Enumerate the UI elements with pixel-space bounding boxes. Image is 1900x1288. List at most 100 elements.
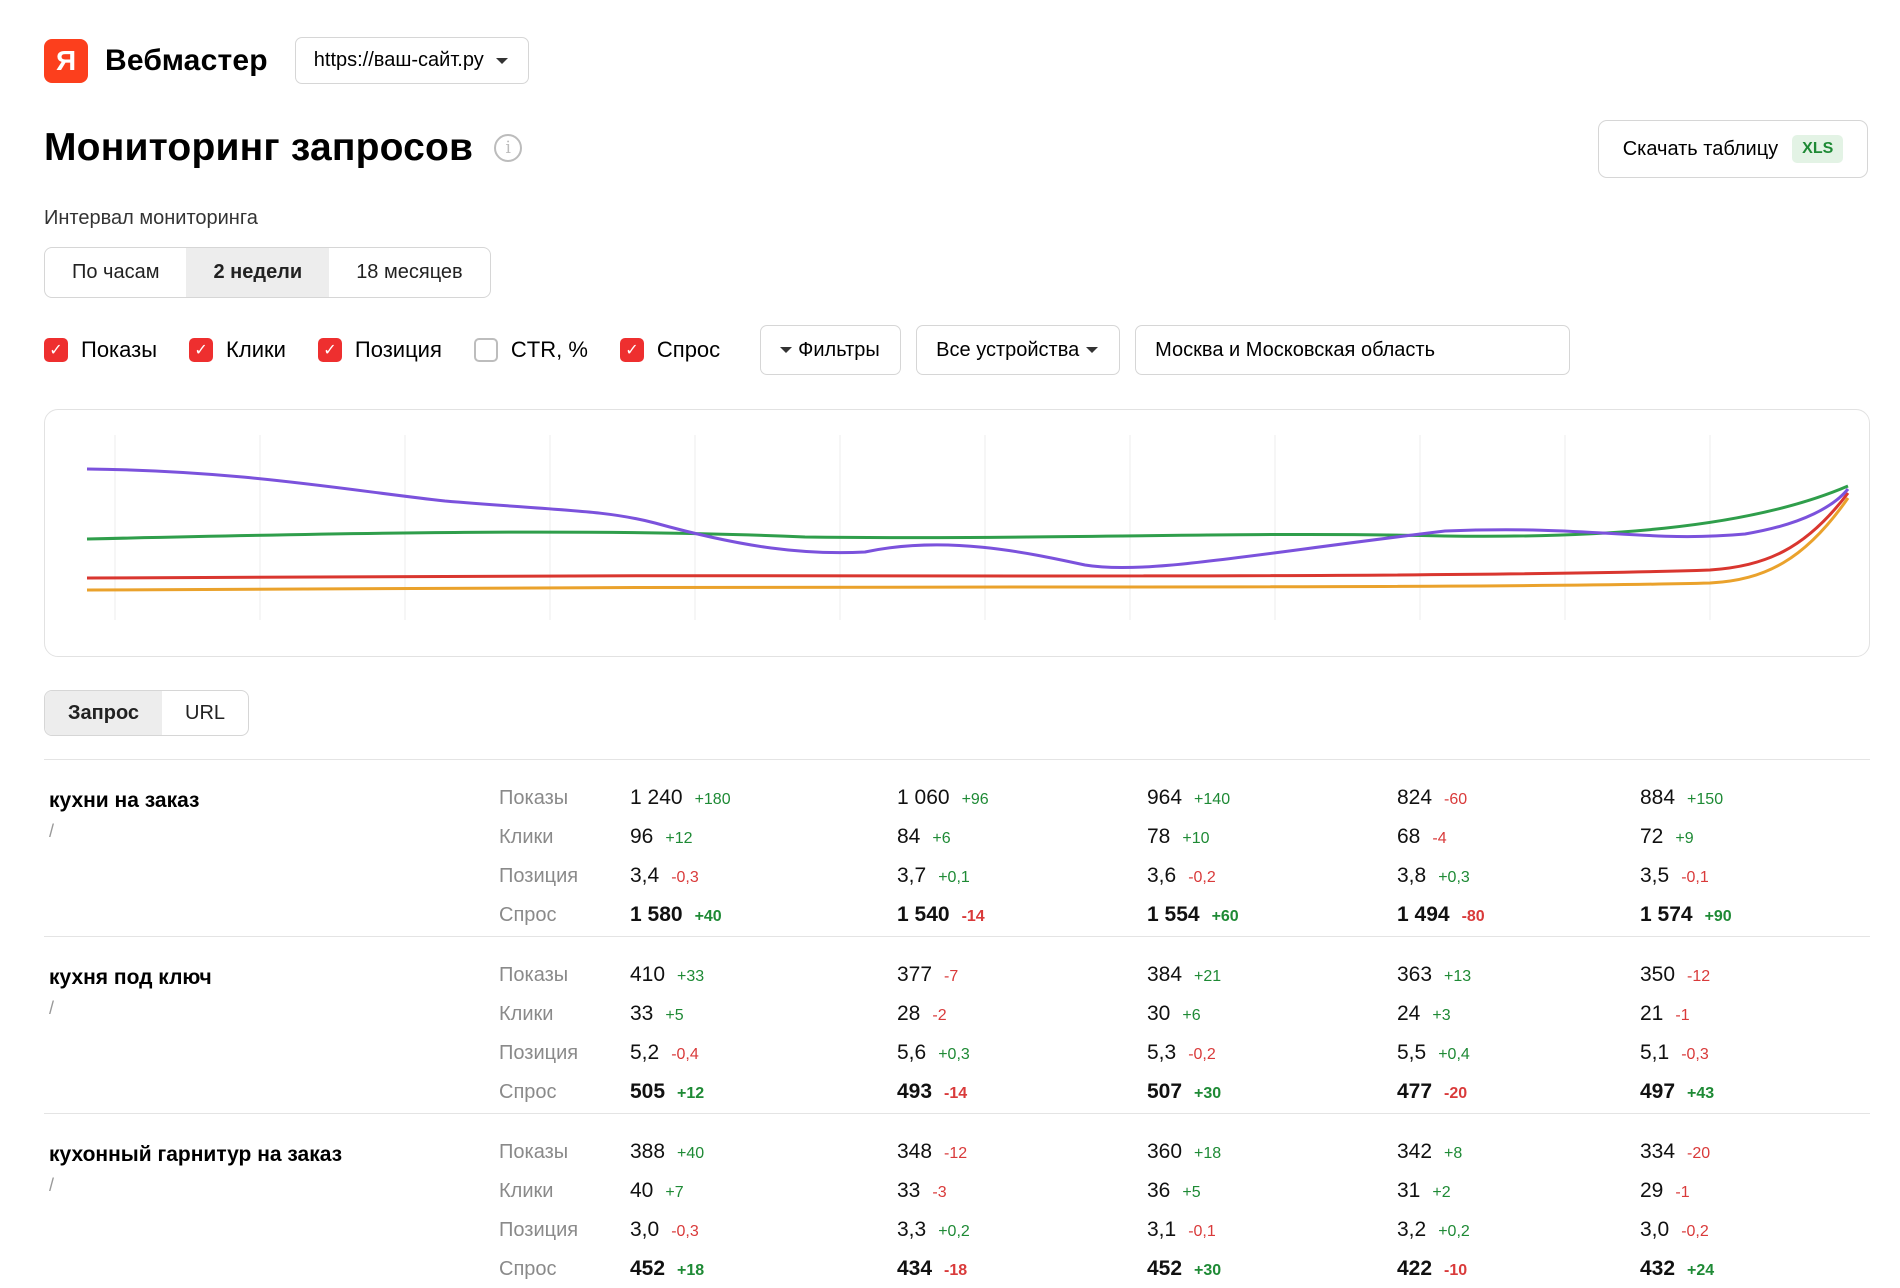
metric-label: Спрос	[499, 1081, 557, 1103]
metric-value: 964	[1147, 786, 1183, 809]
metric-value: 360	[1147, 1140, 1183, 1163]
toggle-demand[interactable]: ✓ Спрос	[619, 337, 720, 363]
metric-value: 5,5	[1397, 1041, 1427, 1064]
metric-value: 1 240	[630, 786, 683, 809]
metric-delta: -0,1	[1188, 1223, 1216, 1240]
metric-value: 363	[1397, 963, 1433, 986]
metric-value: 342	[1397, 1140, 1433, 1163]
toggle-ctr[interactable]: CTR, %	[473, 337, 588, 363]
metric-value: 497	[1640, 1080, 1676, 1103]
metric-delta: -1	[1675, 1007, 1690, 1024]
toggle-clicks[interactable]: ✓ Клики	[189, 337, 286, 363]
query-name[interactable]: кухонный гарнитур на заказ	[49, 1143, 343, 1166]
toggle-position[interactable]: ✓ Позиция	[317, 337, 442, 363]
chart-svg	[86, 435, 1850, 620]
download-label: Скачать таблицу	[1622, 137, 1779, 160]
metric-cell: 3,7 +0,1	[897, 864, 970, 890]
metric-value: 68	[1397, 825, 1421, 848]
metric-value: 1 580	[630, 903, 683, 926]
metric-delta: +5	[1182, 1184, 1201, 1201]
toggle-shows[interactable]: ✓ Показы	[44, 337, 157, 363]
interval-option-18months[interactable]: 18 месяцев	[356, 261, 463, 283]
metric-delta: +12	[677, 1085, 705, 1102]
metric-cell: 493 -14	[897, 1080, 967, 1106]
metric-delta: +0,3	[938, 1046, 970, 1063]
query-url[interactable]: /	[49, 1175, 55, 1195]
metric-delta: -18	[944, 1262, 968, 1279]
metric-cell: 334 -20	[1640, 1140, 1710, 1166]
info-icon[interactable]: i	[494, 134, 523, 162]
metric-delta: -20	[1444, 1085, 1468, 1102]
interval-option-2weeks[interactable]: 2 недели	[186, 248, 330, 297]
metric-delta: -0,3	[671, 869, 699, 886]
metric-label: Позиция	[499, 1219, 579, 1241]
metric-value: 40	[630, 1179, 654, 1202]
interval-option-hours[interactable]: По часам	[72, 261, 160, 283]
query-url[interactable]: /	[49, 998, 55, 1018]
metric-cell: 342 +8	[1397, 1140, 1462, 1166]
metric-delta: +24	[1687, 1262, 1715, 1279]
metric-cell: 1 060 +96	[897, 786, 989, 812]
metric-value: 5,2	[630, 1041, 660, 1064]
metric-value: 410	[630, 963, 666, 986]
metric-delta: +18	[677, 1262, 705, 1279]
metric-delta: +9	[1675, 830, 1694, 847]
metric-delta: +30	[1194, 1262, 1222, 1279]
download-table-button[interactable]: Скачать таблицу XLS	[1598, 120, 1868, 178]
metric-label: Показы	[499, 1141, 569, 1163]
metric-cell: 3,6 -0,2	[1147, 864, 1216, 890]
caret-down-icon	[780, 347, 793, 353]
metric-value: 3,0	[1640, 1218, 1670, 1241]
brand-name[interactable]: Вебмастер	[105, 43, 268, 77]
metric-value: 30	[1147, 1002, 1171, 1025]
series-line-red	[86, 492, 1850, 580]
chart-gridlines	[114, 435, 1711, 620]
metric-delta: +8	[1444, 1145, 1463, 1162]
yandex-logo-icon[interactable]: Я	[44, 38, 88, 83]
metric-cell: 505 +12	[630, 1080, 704, 1106]
metric-delta: +0,1	[938, 869, 970, 886]
metric-delta: -10	[1444, 1262, 1468, 1279]
metric-delta: +0,2	[938, 1223, 970, 1240]
metric-cell: 497 +43	[1640, 1080, 1714, 1106]
metric-cell: 507 +30	[1147, 1080, 1221, 1106]
metric-delta: -0,4	[671, 1046, 699, 1063]
site-select-dropdown[interactable]: https://ваш-сайт.ру	[294, 37, 529, 84]
metric-cell: 68 -4	[1397, 825, 1447, 851]
metric-delta: -2	[932, 1007, 947, 1024]
metric-delta: +30	[1194, 1085, 1222, 1102]
metric-cell: 1 540 -14	[897, 903, 985, 929]
metric-delta: +40	[677, 1145, 705, 1162]
metric-cell: 3,3 +0,2	[897, 1218, 970, 1244]
metric-value: 505	[630, 1080, 666, 1103]
metric-cell: 3,2 +0,2	[1397, 1218, 1470, 1244]
metric-value: 3,4	[630, 864, 660, 887]
metric-cell: 40 +7	[630, 1179, 684, 1205]
metric-delta: -12	[1687, 968, 1711, 985]
tab-url[interactable]: URL	[185, 701, 226, 724]
query-url[interactable]: /	[49, 821, 55, 841]
toggle-label: Показы	[81, 337, 158, 362]
metric-delta: -3	[932, 1184, 947, 1201]
series-line-purple	[86, 467, 1850, 570]
page-title: Мониторинг запросов	[44, 126, 474, 169]
metric-cell: 3,4 -0,3	[630, 864, 699, 890]
toggle-label: CTR, %	[510, 337, 588, 362]
checkbox-checked-icon: ✓	[189, 338, 214, 362]
metric-label: Клики	[499, 826, 554, 848]
metric-delta: +5	[665, 1007, 684, 1024]
metric-value: 477	[1397, 1080, 1433, 1103]
filters-button[interactable]: Фильтры	[760, 325, 902, 375]
metric-value: 33	[630, 1002, 654, 1025]
region-input[interactable]: Москва и Московская область	[1135, 325, 1571, 375]
query-name[interactable]: кухня под ключ	[49, 966, 212, 989]
metric-value: 3,6	[1147, 864, 1177, 887]
query-name[interactable]: кухни на заказ	[49, 789, 200, 812]
metric-value: 3,5	[1640, 864, 1670, 887]
checkbox-checked-icon: ✓	[317, 338, 342, 362]
metric-value: 388	[630, 1140, 666, 1163]
metric-value: 1 574	[1640, 903, 1693, 926]
metric-delta: +10	[1182, 830, 1210, 847]
tab-query[interactable]: Запрос	[45, 691, 163, 735]
devices-dropdown[interactable]: Все устройства	[916, 325, 1121, 375]
